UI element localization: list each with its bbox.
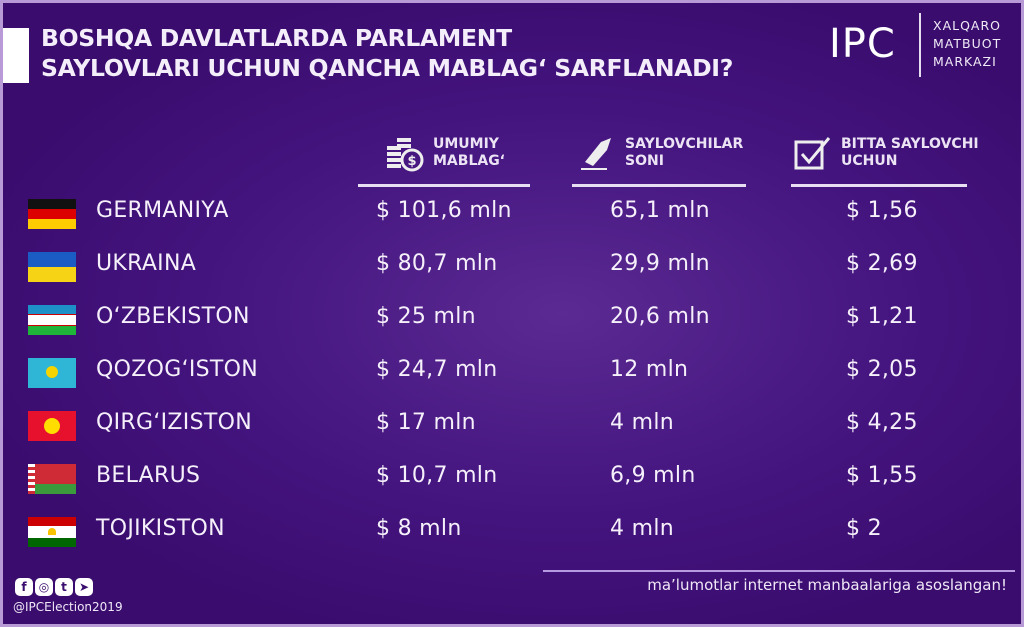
table-row: GERMANIYA $ 101,6 mln 65,1 mln $ 1,56 [3, 196, 1021, 236]
column-underline [358, 184, 530, 187]
infographic: BOSHQA DAVLATLARDA PARLAMENT SAYLOVLARI … [3, 3, 1021, 624]
country-name: GERMANIYA [96, 198, 229, 223]
flag-kyrgyzstan-icon [28, 411, 76, 441]
cost-per-voter: $ 2,69 [846, 251, 918, 276]
total-budget: $ 80,7 mln [376, 251, 498, 276]
flag-tajikistan-icon [28, 517, 76, 547]
flag-uzbekistan-icon [28, 305, 76, 335]
country-name: TOJIKISTON [96, 516, 225, 541]
checkbox-icon [794, 137, 831, 170]
cost-per-voter: $ 1,55 [846, 463, 918, 488]
column-header-line: BITTA SAYLOVCHI [841, 136, 979, 152]
page-title: BOSHQA DAVLATLARDA PARLAMENT SAYLOVLARI … [41, 23, 733, 83]
source-note: ma’lumotlar internet manbaalariga asosla… [647, 576, 1007, 594]
logo-line: XALQARO [933, 18, 1001, 33]
voter-count: 4 mln [610, 516, 674, 541]
table-row: QOZOG‘ISTON $ 24,7 mln 12 mln $ 2,05 [3, 355, 1021, 395]
total-budget: $ 17 mln [376, 410, 476, 435]
flag-germany-icon [28, 199, 76, 229]
country-name: UKRAINA [96, 251, 197, 276]
logo-line: MATBUOT [933, 36, 1002, 51]
table-row: QIRG‘IZISTON $ 17 mln 4 mln $ 4,25 [3, 408, 1021, 448]
ballot-hand-icon [581, 138, 611, 170]
flag-belarus-icon [28, 464, 76, 494]
logo-divider [919, 13, 921, 77]
voter-count: 12 mln [610, 357, 689, 382]
column-underline [791, 184, 967, 187]
column-header-per-voter: BITTA SAYLOVCHI UCHUN [794, 136, 979, 170]
column-header-line: SONI [625, 153, 664, 169]
cost-per-voter: $ 1,21 [846, 304, 918, 329]
social-handle: @IPCElection2019 [13, 600, 123, 614]
logo-line: MARKAZI [933, 54, 997, 69]
facebook-icon[interactable]: f [15, 578, 33, 596]
voter-count: 20,6 mln [610, 304, 710, 329]
country-name: O‘ZBEKISTON [96, 304, 250, 329]
table-row: O‘ZBEKISTON $ 25 mln 20,6 mln $ 1,21 [3, 302, 1021, 342]
footer-divider [543, 570, 1015, 572]
cost-per-voter: $ 4,25 [846, 410, 918, 435]
country-name: QIRG‘IZISTON [96, 410, 252, 435]
table-row: BELARUS $ 10,7 mln 6,9 mln $ 1,55 [3, 461, 1021, 501]
voter-count: 29,9 mln [610, 251, 710, 276]
coins-dollar-icon: $ [387, 138, 424, 172]
total-budget: $ 8 mln [376, 516, 462, 541]
total-budget: $ 25 mln [376, 304, 476, 329]
ipc-logo: IPC [829, 21, 896, 67]
column-header-line: UMUMIY [433, 136, 499, 152]
total-budget: $ 10,7 mln [376, 463, 498, 488]
table-row: TOJIKISTON $ 8 mln 4 mln $ 2 [3, 514, 1021, 554]
voter-count: 4 mln [610, 410, 674, 435]
cost-per-voter: $ 2 [846, 516, 882, 541]
total-budget: $ 24,7 mln [376, 357, 498, 382]
voter-count: 6,9 mln [610, 463, 696, 488]
flag-kazakhstan-icon [28, 358, 76, 388]
twitter-icon[interactable]: t [55, 578, 73, 596]
column-header-line: UCHUN [841, 153, 898, 169]
column-header-line: MABLAG‘ [433, 153, 506, 169]
voter-count: 65,1 mln [610, 198, 710, 223]
title-line-2: SAYLOVLARI UCHUN QANCHA MABLAG‘ SARFLANA… [41, 54, 734, 82]
column-header-line: SAYLOVCHILAR [625, 136, 744, 152]
cost-per-voter: $ 2,05 [846, 357, 918, 382]
country-name: BELARUS [96, 463, 201, 488]
telegram-icon[interactable]: ➤ [75, 578, 93, 596]
column-header-total: $ UMUMIY MABLAG‘ [387, 136, 506, 172]
title-line-1: BOSHQA DAVLATLARDA PARLAMENT [41, 24, 512, 52]
title-accent-bar [3, 28, 29, 83]
svg-text:$: $ [407, 154, 416, 169]
total-budget: $ 101,6 mln [376, 198, 512, 223]
social-icons: f ◎ t ➤ [15, 578, 93, 596]
instagram-icon[interactable]: ◎ [35, 578, 53, 596]
column-header-voters: SAYLOVCHILAR SONI [581, 136, 744, 170]
column-underline [572, 184, 746, 187]
country-name: QOZOG‘ISTON [96, 357, 259, 382]
logo-text: XALQARO MATBUOT MARKAZI [933, 17, 1001, 71]
cost-per-voter: $ 1,56 [846, 198, 918, 223]
table-row: UKRAINA $ 80,7 mln 29,9 mln $ 2,69 [3, 249, 1021, 289]
flag-ukraine-icon [28, 252, 76, 282]
